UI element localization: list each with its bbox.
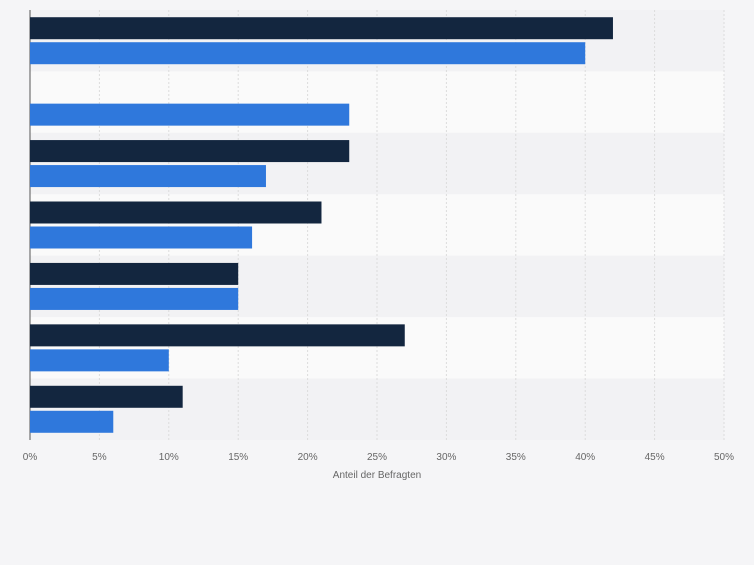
bar-series-1[interactable] — [30, 201, 322, 224]
x-tick-label: 50% — [714, 452, 734, 463]
bar-series-1[interactable] — [30, 140, 350, 163]
bar-series-1[interactable] — [30, 385, 183, 408]
bar-series-2[interactable] — [30, 226, 253, 249]
x-tick-label: 20% — [298, 452, 318, 463]
x-axis-label: Anteil der Befragten — [333, 470, 421, 481]
x-tick-label: 45% — [645, 452, 665, 463]
x-tick-label: 0% — [23, 452, 38, 463]
bar-series-2[interactable] — [30, 103, 350, 126]
bar-series-1[interactable] — [30, 262, 239, 285]
bar-series-2[interactable] — [30, 165, 266, 188]
x-tick-label: 10% — [159, 452, 179, 463]
bars — [30, 17, 613, 433]
x-tick-label: 30% — [436, 452, 456, 463]
bar-series-1[interactable] — [30, 17, 613, 40]
x-axis-ticks: 0% 5% 10% 15% 20% 25% 30% 35% 40% 45% 50% — [23, 452, 734, 463]
x-tick-label: 40% — [575, 452, 595, 463]
bar-series-2[interactable] — [30, 410, 114, 433]
bar-series-2[interactable] — [30, 349, 169, 372]
x-tick-label: 35% — [506, 452, 526, 463]
x-tick-label: 15% — [228, 452, 248, 463]
bar-series-1[interactable] — [30, 324, 405, 347]
x-tick-label: 5% — [92, 452, 107, 463]
x-tick-label: 25% — [367, 452, 387, 463]
bar-series-2[interactable] — [30, 287, 239, 310]
bar-series-2[interactable] — [30, 42, 586, 65]
